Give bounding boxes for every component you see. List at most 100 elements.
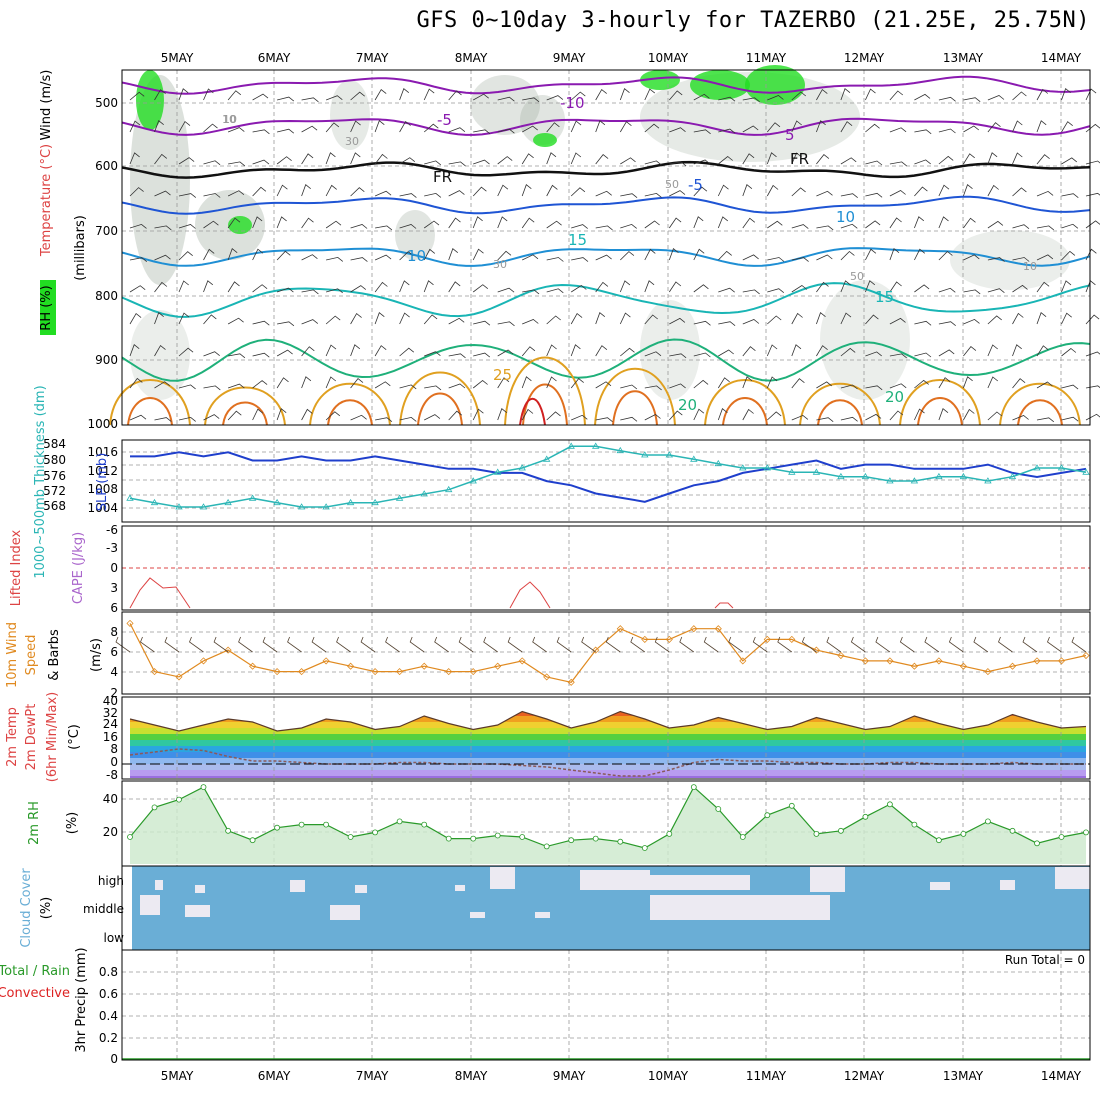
upper-tick-2: 700 bbox=[95, 224, 118, 238]
wind-barb bbox=[375, 225, 393, 231]
wind-barb bbox=[865, 385, 883, 391]
lifted-tick-3: 3 bbox=[110, 581, 118, 595]
wind10-point bbox=[665, 635, 673, 643]
wind-barb bbox=[693, 93, 710, 101]
rh2m-point bbox=[1034, 840, 1040, 847]
wind10-point bbox=[150, 668, 159, 676]
wind-barb bbox=[595, 154, 609, 165]
contour-label-11: FR bbox=[433, 168, 452, 186]
wind-barb bbox=[1061, 312, 1072, 325]
wind-barb bbox=[448, 317, 465, 325]
wind-barb bbox=[276, 349, 293, 357]
thickness-point bbox=[739, 464, 747, 471]
wind-barb bbox=[301, 346, 315, 357]
lifted-tick-4: 6 bbox=[110, 601, 118, 615]
wind-barb bbox=[987, 152, 998, 165]
contour-minus5 bbox=[121, 117, 1091, 136]
wind-barb bbox=[399, 312, 410, 325]
wind-barb bbox=[644, 280, 655, 293]
thickness-point bbox=[199, 503, 208, 510]
wind-barb bbox=[399, 251, 414, 261]
wind-barb bbox=[644, 160, 662, 166]
cloud-gap-14 bbox=[330, 905, 360, 920]
wind-barb bbox=[938, 155, 954, 165]
rh2m-point bbox=[1083, 829, 1089, 836]
thickness-tick-2: 576 bbox=[43, 469, 66, 483]
wind-barb bbox=[668, 90, 683, 101]
wind10-barb bbox=[336, 636, 351, 653]
thickness-point bbox=[665, 451, 674, 458]
wind10-barb bbox=[311, 636, 327, 653]
thickness-point bbox=[886, 477, 894, 484]
wind-barb bbox=[742, 254, 759, 261]
wind-barb bbox=[840, 416, 858, 422]
cloud-gap-9 bbox=[930, 882, 950, 890]
rh-shade-9 bbox=[640, 300, 700, 400]
wind-barb bbox=[816, 154, 830, 165]
thickness-point bbox=[812, 468, 821, 475]
wind-barb bbox=[301, 408, 313, 421]
contour-label-4: 10 bbox=[836, 208, 855, 226]
wind-barb bbox=[816, 345, 828, 357]
wind-barb bbox=[816, 190, 833, 197]
wind-barb bbox=[644, 414, 661, 421]
wind-barb bbox=[644, 385, 662, 391]
wind-barb bbox=[987, 95, 1005, 101]
wind-barb bbox=[889, 410, 904, 421]
wind-barb bbox=[423, 314, 438, 325]
wind-barb bbox=[252, 320, 270, 326]
thickness-point bbox=[910, 477, 919, 484]
wind-barb bbox=[865, 413, 882, 421]
temp-tick-5: 0 bbox=[110, 755, 118, 769]
ylabel-wind10-c: (m/s) bbox=[89, 638, 104, 672]
contour-label-6: 15 bbox=[568, 231, 587, 249]
slp-tick-2: 1008 bbox=[87, 482, 118, 496]
rh-shade-10 bbox=[130, 310, 190, 400]
wind10-barb bbox=[1022, 636, 1038, 653]
wind10-barb bbox=[287, 636, 302, 653]
contour-30-lobe-6 bbox=[722, 397, 768, 426]
wind-barb bbox=[325, 220, 342, 229]
rh-shade-6 bbox=[820, 280, 910, 400]
wind-barb bbox=[129, 91, 145, 101]
wind-barb bbox=[742, 153, 755, 165]
rh2m-point bbox=[641, 845, 648, 851]
thickness-point bbox=[150, 498, 159, 506]
wind-barb bbox=[522, 254, 539, 261]
wind-barb bbox=[374, 190, 392, 197]
wind-barb bbox=[178, 193, 197, 198]
rh-shade-4 bbox=[520, 95, 565, 145]
wind-barb bbox=[644, 192, 662, 198]
wind-barb bbox=[816, 88, 828, 101]
wind-barb bbox=[791, 414, 809, 421]
wind-barb bbox=[546, 344, 557, 357]
contour-30-lobe-5 bbox=[612, 390, 658, 426]
ylabel-millibars: (millibars) bbox=[73, 215, 88, 281]
rh2m-point bbox=[715, 806, 722, 812]
wind10-point bbox=[371, 668, 379, 676]
wind-barb bbox=[767, 288, 785, 294]
wind-barb bbox=[301, 254, 318, 261]
wind-barb bbox=[816, 417, 834, 423]
contour-label-17: 30 bbox=[493, 258, 507, 271]
ylabel-rh: RH (%) bbox=[39, 285, 54, 330]
wind-barb bbox=[301, 153, 314, 165]
wind-barb bbox=[129, 377, 143, 389]
wind-barb bbox=[301, 184, 311, 197]
wind-barb bbox=[497, 287, 515, 293]
wind-barb bbox=[718, 96, 736, 102]
wind-barb bbox=[620, 416, 638, 422]
date-label-bottom-4: 9MAY bbox=[553, 1069, 586, 1083]
wind10-point bbox=[273, 668, 281, 676]
temp-band-9 bbox=[130, 722, 1086, 728]
rh-shade-3 bbox=[470, 75, 540, 135]
thickness-point bbox=[371, 498, 379, 506]
wind-barb bbox=[987, 376, 999, 389]
rh2m-point bbox=[960, 831, 967, 837]
rh2m-point bbox=[372, 829, 379, 836]
thickness-point bbox=[959, 472, 968, 480]
wind-barb bbox=[766, 152, 777, 165]
lifted-index-curve-2 bbox=[509, 581, 551, 609]
wind-barb bbox=[325, 376, 337, 389]
wind-barb bbox=[301, 97, 319, 103]
